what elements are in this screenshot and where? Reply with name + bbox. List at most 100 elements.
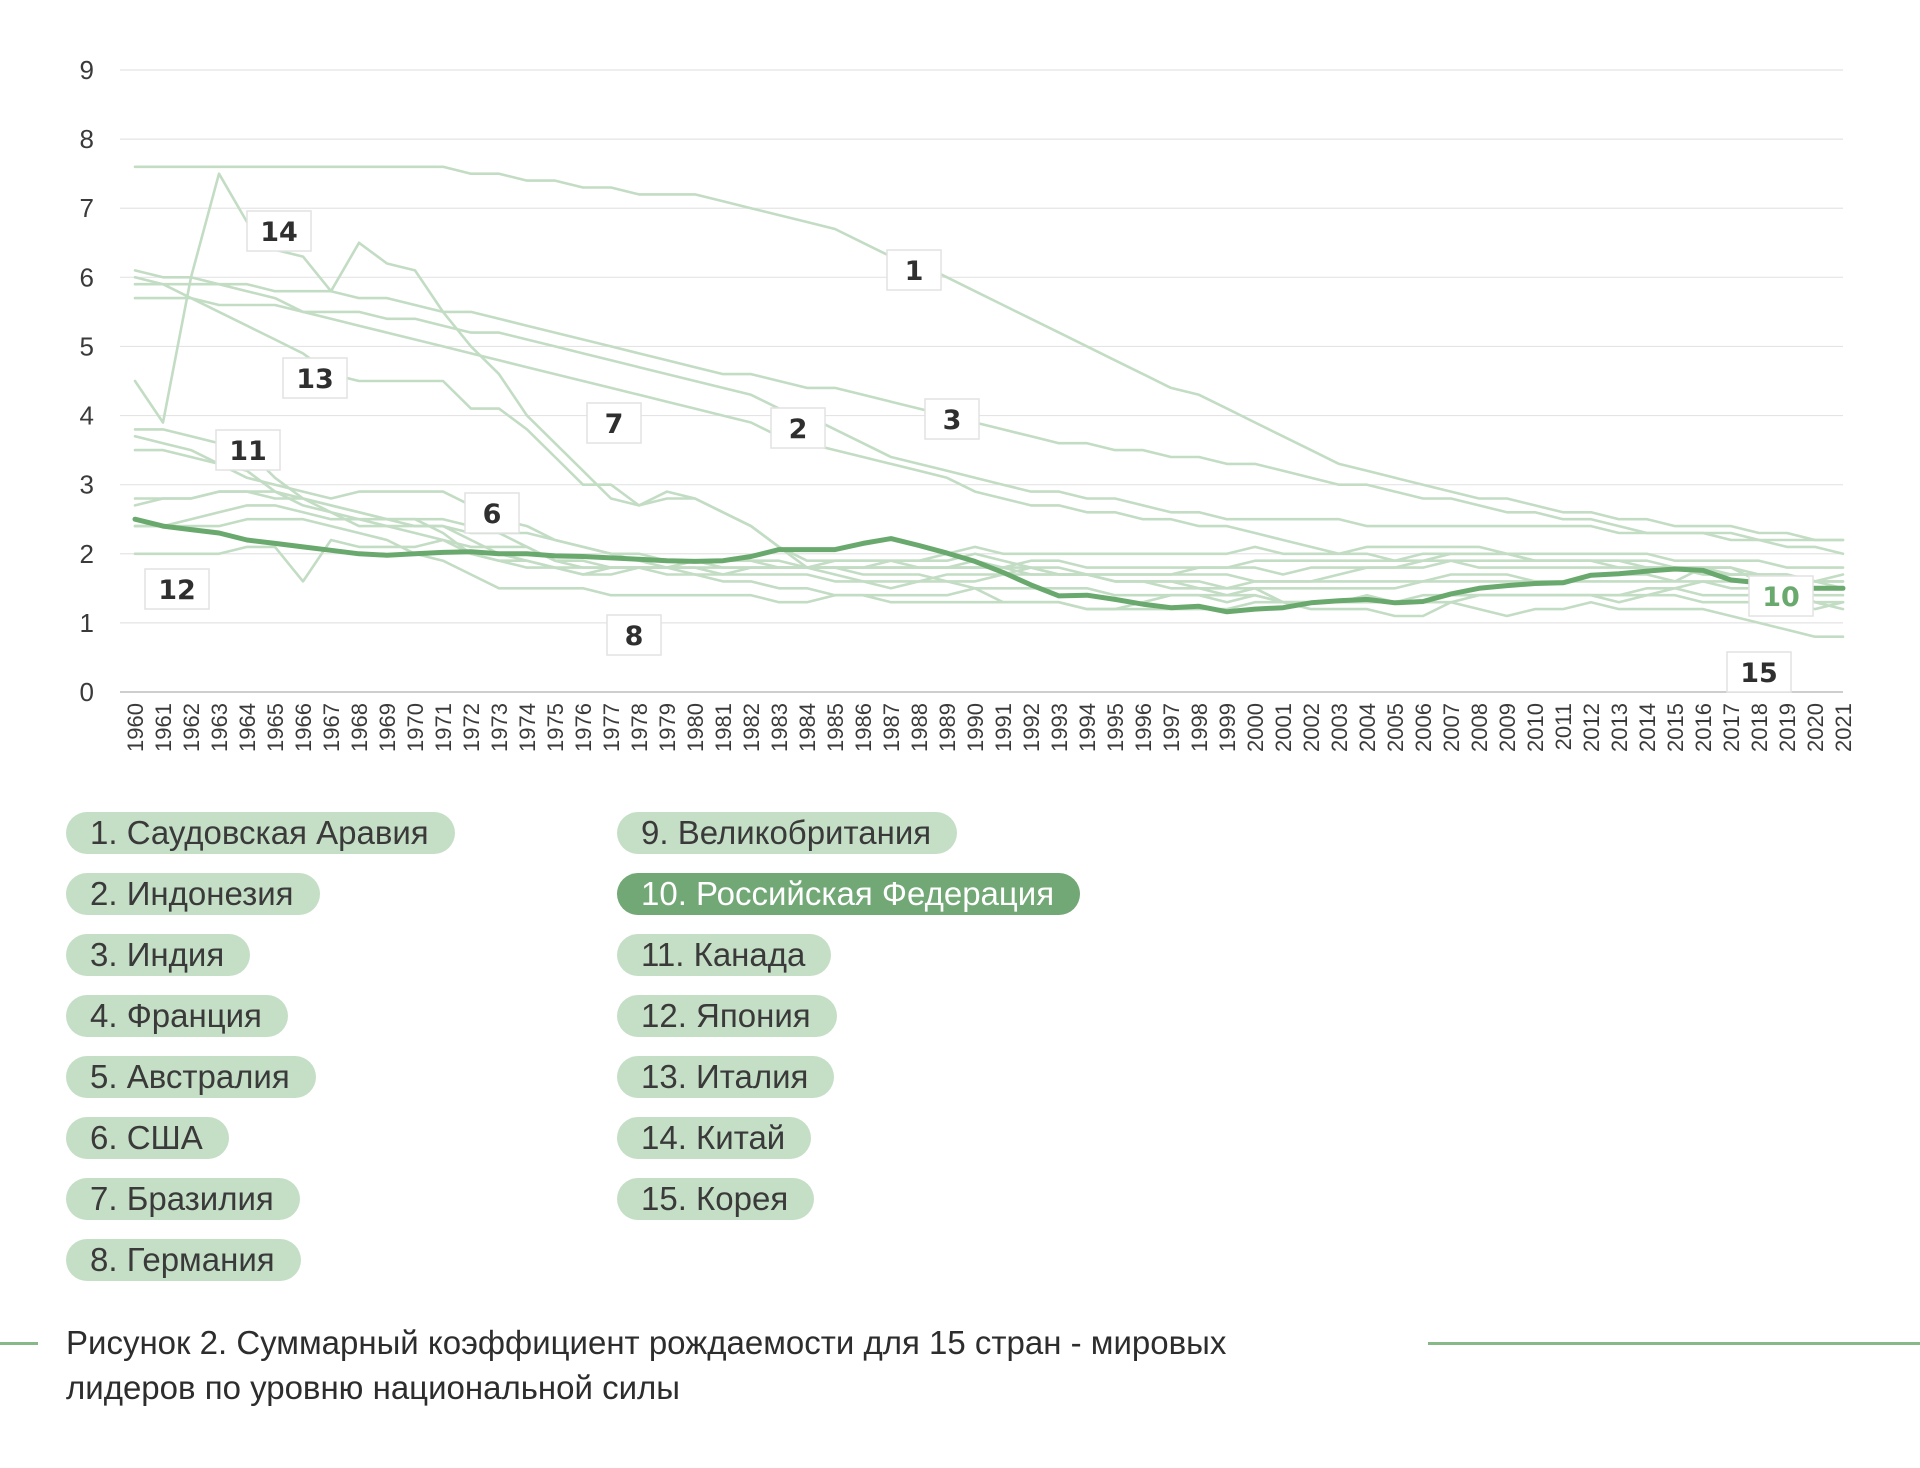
x-tick-label: 2008 — [1467, 703, 1492, 752]
y-tick-label: 4 — [80, 401, 94, 431]
legend-item-saudi-arabia: 1. Саудовская Аравия — [66, 812, 455, 854]
x-tick-label: 2006 — [1411, 703, 1436, 752]
figure-caption: Рисунок 2. Суммарный коэффициент рождаем… — [66, 1320, 1386, 1410]
x-tick-label: 2007 — [1439, 703, 1464, 752]
series-label-11: 11 — [215, 429, 281, 471]
x-tick-label: 1963 — [207, 703, 232, 752]
legend-item-canada: 11. Канада — [617, 934, 832, 976]
x-tick-label: 1985 — [823, 703, 848, 752]
x-tick-label: 1982 — [739, 703, 764, 752]
x-tick-label: 1964 — [235, 703, 260, 752]
legend-item-india: 3. Индия — [66, 934, 251, 976]
x-tick-label: 2020 — [1803, 703, 1828, 752]
x-tick-label: 2010 — [1523, 703, 1548, 752]
y-tick-label: 8 — [80, 124, 94, 154]
legend-item-indonesia: 2. Индонезия — [66, 873, 320, 915]
x-tick-label: 2004 — [1355, 703, 1380, 752]
x-tick-label: 1966 — [291, 703, 316, 752]
x-tick-label: 1973 — [487, 703, 512, 752]
x-tick-label: 1977 — [599, 703, 624, 752]
x-tick-label: 1981 — [711, 703, 736, 752]
legend-item-germany: 8. Германия — [66, 1239, 301, 1281]
x-tick-label: 1995 — [1103, 703, 1128, 752]
x-tick-label: 1978 — [627, 703, 652, 752]
x-tick-label: 1988 — [907, 703, 932, 752]
series-label-6: 6 — [464, 492, 520, 534]
x-tick-label: 1980 — [683, 703, 708, 752]
series-label-15: 15 — [1726, 651, 1792, 693]
x-tick-label: 1998 — [1187, 703, 1212, 752]
x-tick-label: 2016 — [1691, 703, 1716, 752]
legend-item-usa: 6. США — [66, 1117, 229, 1159]
x-tick-label: 2000 — [1243, 703, 1268, 752]
svg-text:8: 8 — [625, 621, 644, 652]
y-tick-label: 9 — [80, 55, 94, 85]
x-tick-label: 1971 — [431, 703, 456, 752]
y-tick-label: 7 — [80, 193, 94, 223]
y-tick-label: 6 — [80, 262, 94, 292]
svg-text:7: 7 — [605, 409, 624, 440]
x-tick-label: 1960 — [123, 703, 148, 752]
series-line-7 — [133, 269, 1845, 583]
legend-item-uk: 9. Великобритания — [617, 812, 958, 854]
legend-item-italy: 13. Италия — [617, 1056, 835, 1098]
x-tick-label: 2003 — [1327, 703, 1352, 752]
svg-text:2: 2 — [789, 414, 808, 445]
y-tick-label: 3 — [80, 470, 94, 500]
x-tick-label: 1972 — [459, 703, 484, 752]
x-tick-label: 2017 — [1719, 703, 1744, 752]
svg-text:12: 12 — [158, 575, 196, 606]
series-line-15 — [133, 275, 1845, 639]
x-tick-label: 2018 — [1747, 703, 1772, 752]
x-tick-label: 1986 — [851, 703, 876, 752]
x-tick-label: 1967 — [319, 703, 344, 752]
legend-item-china: 14. Китай — [617, 1117, 812, 1159]
y-tick-label: 5 — [80, 331, 94, 361]
x-tick-label: 1979 — [655, 703, 680, 752]
svg-text:13: 13 — [296, 364, 334, 395]
legend-item-korea: 15. Корея — [617, 1178, 815, 1220]
series-label-12: 12 — [144, 568, 210, 610]
x-tick-label: 2012 — [1579, 703, 1604, 752]
series-line-2 — [133, 296, 1845, 542]
y-tick-label: 2 — [80, 539, 94, 569]
legend-column-1: 1. Саудовская Аравия 2. Индонезия 3. Инд… — [66, 812, 455, 1300]
caption-line-2: лидеров по уровню национальной силы — [66, 1369, 680, 1406]
series-label-8: 8 — [606, 614, 662, 656]
svg-text:11: 11 — [229, 436, 267, 467]
y-tick-label: 1 — [80, 608, 94, 638]
x-tick-label: 1994 — [1075, 703, 1100, 752]
x-tick-label: 2013 — [1607, 703, 1632, 752]
legend-item-russia: 10. Российская Федерация — [617, 873, 1081, 915]
caption-rule-left — [0, 1342, 38, 1345]
x-tick-label: 1965 — [263, 703, 288, 752]
highlighted-series-lines — [132, 516, 1846, 615]
series-line-1 — [133, 165, 1845, 542]
svg-text:10: 10 — [1762, 582, 1800, 613]
series-line-14 — [133, 172, 1845, 611]
x-tick-label: 2014 — [1635, 703, 1660, 752]
x-tick-label: 2005 — [1383, 703, 1408, 752]
svg-text:1: 1 — [905, 256, 924, 287]
x-tick-label: 1975 — [543, 703, 568, 752]
x-tick-label: 2001 — [1271, 703, 1296, 752]
x-tick-label: 1993 — [1047, 703, 1072, 752]
series-label-13: 13 — [282, 357, 348, 399]
x-tick-label: 1969 — [375, 703, 400, 752]
x-tick-label: 1968 — [347, 703, 372, 752]
svg-text:6: 6 — [483, 499, 502, 530]
legend-item-australia: 5. Австралия — [66, 1056, 316, 1098]
legend-column-2: 9. Великобритания 10. Российская Федерац… — [617, 812, 1081, 1239]
x-tick-label: 1996 — [1131, 703, 1156, 752]
series-line-3 — [133, 282, 1845, 556]
series-label-10: 10 — [1748, 575, 1814, 617]
legend-item-brazil: 7. Бразилия — [66, 1178, 300, 1220]
x-tick-label: 1997 — [1159, 703, 1184, 752]
x-tick-label: 1983 — [767, 703, 792, 752]
x-tick-label: 2015 — [1663, 703, 1688, 752]
series-label-3: 3 — [924, 398, 980, 440]
x-tick-label: 1984 — [795, 703, 820, 752]
x-tick-label: 2002 — [1299, 703, 1324, 752]
